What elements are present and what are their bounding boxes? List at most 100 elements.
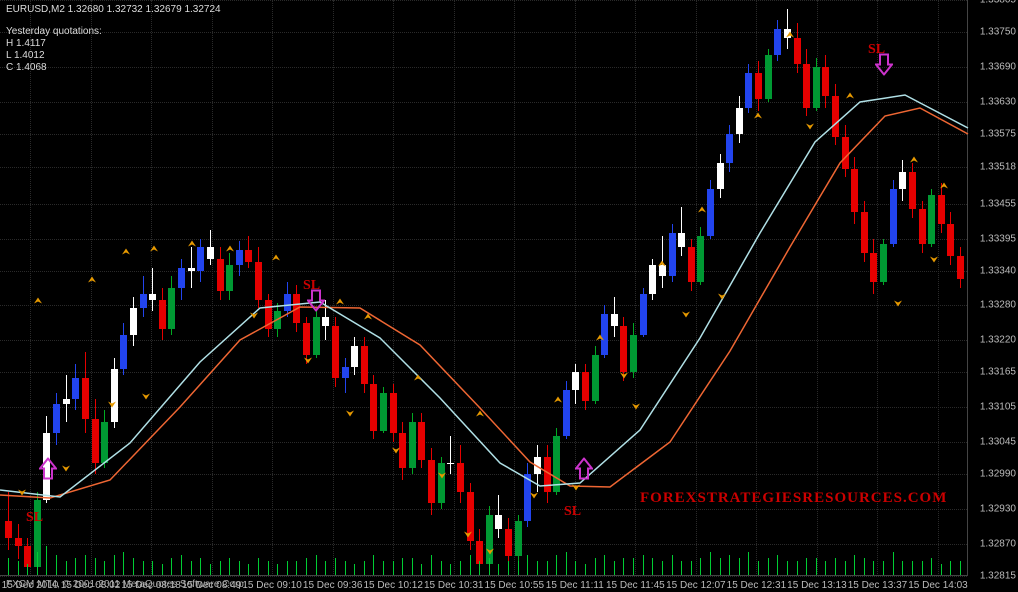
volume-bar — [181, 555, 182, 576]
candle-body[interactable] — [928, 195, 935, 244]
candle-body[interactable] — [438, 463, 445, 504]
volume-bar — [854, 555, 855, 576]
candle-body[interactable] — [53, 404, 60, 433]
candle-body[interactable] — [495, 515, 502, 530]
candle-body[interactable] — [457, 463, 464, 492]
candle-body[interactable] — [515, 521, 522, 556]
candle-body[interactable] — [207, 247, 214, 259]
candle-body[interactable] — [640, 294, 647, 335]
candle-body[interactable] — [428, 460, 435, 504]
candle-body[interactable] — [947, 224, 954, 256]
candle-body[interactable] — [822, 67, 829, 96]
candle-body[interactable] — [553, 436, 560, 491]
candle-body[interactable] — [418, 422, 425, 460]
fractal-up-icon — [187, 240, 197, 251]
candle-body[interactable] — [284, 294, 291, 311]
candle-body[interactable] — [82, 378, 89, 419]
candle-body[interactable] — [630, 335, 637, 373]
candle-body[interactable] — [130, 308, 137, 334]
candle-body[interactable] — [293, 294, 300, 323]
candle-body[interactable] — [899, 172, 906, 189]
candle-body[interactable] — [803, 64, 810, 108]
candle-body[interactable] — [774, 29, 781, 55]
candle-body[interactable] — [919, 209, 926, 244]
candle-body[interactable] — [159, 300, 166, 329]
candle-body[interactable] — [736, 108, 743, 134]
candle-body[interactable] — [717, 163, 724, 189]
candle-body[interactable] — [851, 169, 858, 213]
ytick: 1.33630 — [980, 96, 1016, 107]
candle-body[interactable] — [726, 134, 733, 163]
candle-body[interactable] — [755, 73, 762, 99]
candle-body[interactable] — [322, 317, 329, 326]
volume-bar — [56, 555, 57, 576]
candle-body[interactable] — [72, 378, 79, 398]
candle-body[interactable] — [669, 233, 676, 277]
candle-body[interactable] — [92, 419, 99, 463]
candle-body[interactable] — [5, 521, 12, 538]
candle-body[interactable] — [707, 189, 714, 236]
candle-body[interactable] — [120, 335, 127, 370]
candle-body[interactable] — [303, 323, 310, 355]
candle-body[interactable] — [563, 390, 570, 437]
candle-body[interactable] — [390, 393, 397, 434]
candle-body[interactable] — [842, 137, 849, 169]
candle-body[interactable] — [832, 96, 839, 137]
candle-body[interactable] — [813, 67, 820, 108]
candle-body[interactable] — [765, 55, 772, 99]
ytick: 1.32870 — [980, 539, 1016, 550]
candle-body[interactable] — [351, 346, 358, 366]
candle-body[interactable] — [409, 422, 416, 469]
candle-body[interactable] — [794, 38, 801, 64]
candle-body[interactable] — [697, 236, 704, 283]
candle-body[interactable] — [880, 244, 887, 282]
candle-body[interactable] — [649, 265, 656, 294]
candle-body[interactable] — [245, 250, 252, 262]
candle-body[interactable] — [188, 268, 195, 271]
volume-bar — [691, 561, 692, 576]
candle-body[interactable] — [149, 294, 156, 300]
candle-body[interactable] — [313, 317, 320, 355]
candle-body[interactable] — [582, 372, 589, 401]
volume-bar — [537, 561, 538, 576]
candle-body[interactable] — [15, 538, 22, 546]
candle-body[interactable] — [534, 457, 541, 474]
candle-body[interactable] — [909, 172, 916, 210]
candle-body[interactable] — [255, 262, 262, 300]
candle-body[interactable] — [197, 247, 204, 270]
candle-body[interactable] — [505, 529, 512, 555]
candle-body[interactable] — [111, 369, 118, 421]
candle-body[interactable] — [217, 259, 224, 291]
candle-body[interactable] — [178, 268, 185, 288]
candle-body[interactable] — [890, 189, 897, 244]
candle-body[interactable] — [361, 346, 368, 384]
candle-body[interactable] — [63, 399, 70, 405]
candle-body[interactable] — [688, 247, 695, 282]
candle-body[interactable] — [274, 311, 281, 328]
candle-body[interactable] — [620, 326, 627, 373]
volume-bar — [518, 561, 519, 576]
candle-body[interactable] — [380, 393, 387, 431]
volume-bar — [316, 555, 317, 576]
candle-body[interactable] — [265, 300, 272, 329]
candle-body[interactable] — [678, 233, 685, 248]
candle-body[interactable] — [572, 372, 579, 389]
candle-body[interactable] — [870, 253, 877, 282]
candle-body[interactable] — [101, 422, 108, 463]
candle-body[interactable] — [332, 326, 339, 378]
candle-body[interactable] — [370, 384, 377, 431]
candle-body[interactable] — [168, 288, 175, 329]
candle-body[interactable] — [544, 457, 551, 492]
fractal-up-icon — [939, 182, 949, 193]
candle-body[interactable] — [861, 212, 868, 253]
candle-body[interactable] — [938, 195, 945, 224]
candle-body[interactable] — [611, 314, 618, 326]
candle-body[interactable] — [236, 250, 243, 265]
candle-body[interactable] — [342, 367, 349, 379]
candle-body[interactable] — [140, 294, 147, 309]
candle-body[interactable] — [592, 355, 599, 402]
candle-body[interactable] — [745, 73, 752, 108]
candle-body[interactable] — [447, 463, 454, 464]
candle-body[interactable] — [957, 256, 964, 279]
candle-body[interactable] — [226, 265, 233, 291]
